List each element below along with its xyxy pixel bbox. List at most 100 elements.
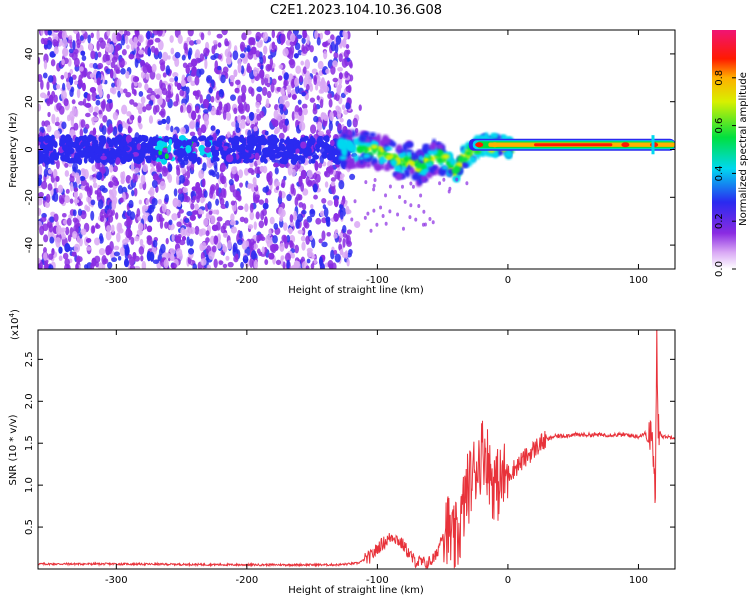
spectrogram-cell (216, 33, 223, 39)
spectrogram-cell (239, 216, 245, 223)
spectrogram-cell (137, 107, 143, 115)
spectrogram-cell (439, 170, 446, 177)
spectrogram-cell (189, 214, 196, 221)
spectrogram-cell (113, 251, 121, 257)
spectrogram-cell (278, 103, 284, 110)
spectrogram-cell (402, 151, 407, 157)
spectrogram-cell (273, 222, 279, 230)
spectrogram-cell (222, 263, 228, 269)
spectrogram-cell (268, 252, 275, 260)
spectrogram-cell (60, 74, 65, 80)
spectrogram-cell (314, 173, 321, 183)
spectrogram-cell (176, 175, 180, 185)
spectrogram-cell (155, 94, 161, 99)
spectrogram-cell (155, 104, 160, 113)
spectrogram-cell (272, 119, 279, 128)
spectrogram-cell (280, 87, 285, 95)
spectrogram-cell (213, 235, 219, 245)
spectrogram-cell (84, 102, 92, 108)
spectrogram-cell (71, 231, 78, 240)
colorbar: 0.0 0.2 0.4 0.6 0.8 Normalized spectral ampl… (712, 30, 749, 277)
spectrogram-cell (130, 114, 135, 121)
spectrogram-cell (63, 156, 71, 163)
spectrogram-cell (255, 101, 261, 109)
spectrogram-cell (187, 50, 192, 60)
spectrogram-cell (72, 30, 79, 34)
spectrogram-cell (101, 187, 108, 193)
snr-x-tick-label: -300 (105, 575, 128, 586)
spectrogram-cell (306, 258, 311, 264)
spectrogram-cell (60, 227, 67, 232)
snr-y-tick-label: 2.5 (24, 351, 35, 367)
spectrogram-cell (205, 48, 210, 54)
spectrogram-y-tick-label: 40 (24, 48, 35, 61)
spectrogram-cell (291, 168, 296, 177)
spectrogram-cell (177, 157, 183, 162)
spectrogram-cell (344, 250, 349, 260)
spectrogram-cell (82, 140, 91, 147)
spectrogram-cell (38, 207, 42, 215)
spectrogram-cell (128, 142, 133, 147)
spectrogram-cell (61, 121, 67, 130)
spectrogram-cell (342, 237, 346, 248)
spectrogram-cell (190, 80, 196, 87)
spectrogram-cell (76, 31, 80, 42)
spectrogram-cell (286, 259, 290, 269)
spectrogram-cell (318, 89, 324, 94)
spectrogram-cell (264, 73, 270, 79)
spectrogram-cell (67, 234, 72, 242)
spectrogram-cell (207, 30, 211, 36)
spectrogram-cell (337, 113, 341, 120)
spectrogram-cell (101, 255, 107, 265)
spectrogram-cell (186, 169, 191, 179)
spectrogram-cell (133, 102, 138, 107)
spectrogram-cell (43, 40, 48, 45)
spectrogram-cell (217, 42, 222, 48)
spectrogram-cell (77, 208, 83, 216)
spectrogram-cell (319, 256, 323, 267)
spectrogram-cell (309, 45, 314, 53)
spectrogram-cell (53, 179, 58, 189)
spectrogram-cell (225, 56, 232, 65)
spectrogram-cell (158, 154, 165, 160)
spectrogram-cell (150, 94, 156, 100)
spectrogram-cell (52, 39, 58, 47)
spectrogram-cell (421, 222, 425, 227)
spectrogram-cell (147, 190, 153, 195)
spectrogram-cell (301, 241, 306, 251)
spectrogram-cell (73, 243, 81, 253)
spectrogram-cell (211, 149, 220, 158)
band-hotspot (621, 142, 630, 148)
spectrogram-cell (192, 137, 199, 143)
spectrogram-cell (346, 119, 352, 128)
spectrogram-cell (121, 104, 128, 115)
spectrogram-cell (152, 259, 159, 264)
spectrogram-cell (213, 66, 218, 73)
spectrogram-cell (115, 157, 121, 165)
spectrogram-cell (109, 87, 115, 94)
spectrogram-cell (334, 253, 341, 263)
spectrogram-cell (229, 81, 234, 87)
spectrogram-cell (215, 182, 220, 192)
spectrogram-cell (119, 88, 124, 95)
spectrogram-cell (284, 252, 291, 263)
spectrogram-cell (304, 59, 311, 70)
spectrogram-cell (287, 154, 295, 160)
spectrogram-cell (118, 142, 124, 150)
spectrogram-x-tick-label: 0 (505, 275, 511, 286)
spectrogram-cell (247, 137, 254, 143)
spectrogram-cell (294, 111, 299, 119)
spectrogram-cell (341, 195, 346, 205)
spectrogram-cell (330, 181, 336, 187)
spectrogram-cell (260, 64, 264, 70)
spectrogram-cell (255, 93, 262, 103)
spectrogram-cell (198, 68, 205, 75)
spectrogram-cell (258, 251, 263, 257)
spectrogram-cell (186, 210, 193, 217)
spectrogram-cell (38, 155, 45, 164)
spectrogram-cell (137, 115, 142, 124)
spectrogram-cell (122, 145, 131, 152)
spectrogram-cell (117, 90, 121, 98)
spectrogram-cell (140, 71, 146, 79)
spectrogram-cell (58, 194, 63, 204)
